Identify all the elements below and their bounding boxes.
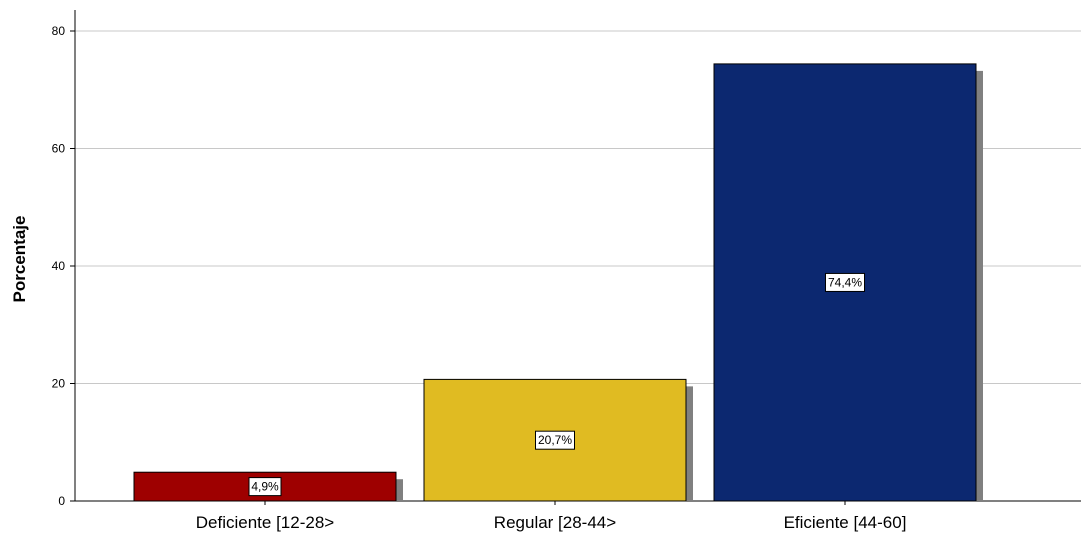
y-tick-label: 0	[58, 494, 65, 508]
x-tick-label: Eficiente [44-60]	[784, 513, 907, 532]
y-tick-label: 60	[52, 142, 66, 156]
y-tick-label: 40	[52, 259, 66, 273]
x-tick-label: Deficiente [12-28>	[196, 513, 335, 532]
data-label: 4,9%	[251, 480, 279, 494]
x-tick-label: Regular [28-44>	[494, 513, 616, 532]
y-tick-label: 20	[52, 377, 66, 391]
data-label-box	[535, 430, 575, 450]
data-label-box	[248, 477, 282, 497]
data-label: 20,7%	[538, 433, 572, 447]
y-tick-label: 80	[52, 24, 66, 38]
data-label-box	[825, 272, 865, 292]
data-label: 74,4%	[828, 275, 862, 289]
data-labels: 4,9% 20,7% 74,4%	[248, 272, 865, 497]
y-axis-title: Porcentaje	[10, 216, 29, 303]
